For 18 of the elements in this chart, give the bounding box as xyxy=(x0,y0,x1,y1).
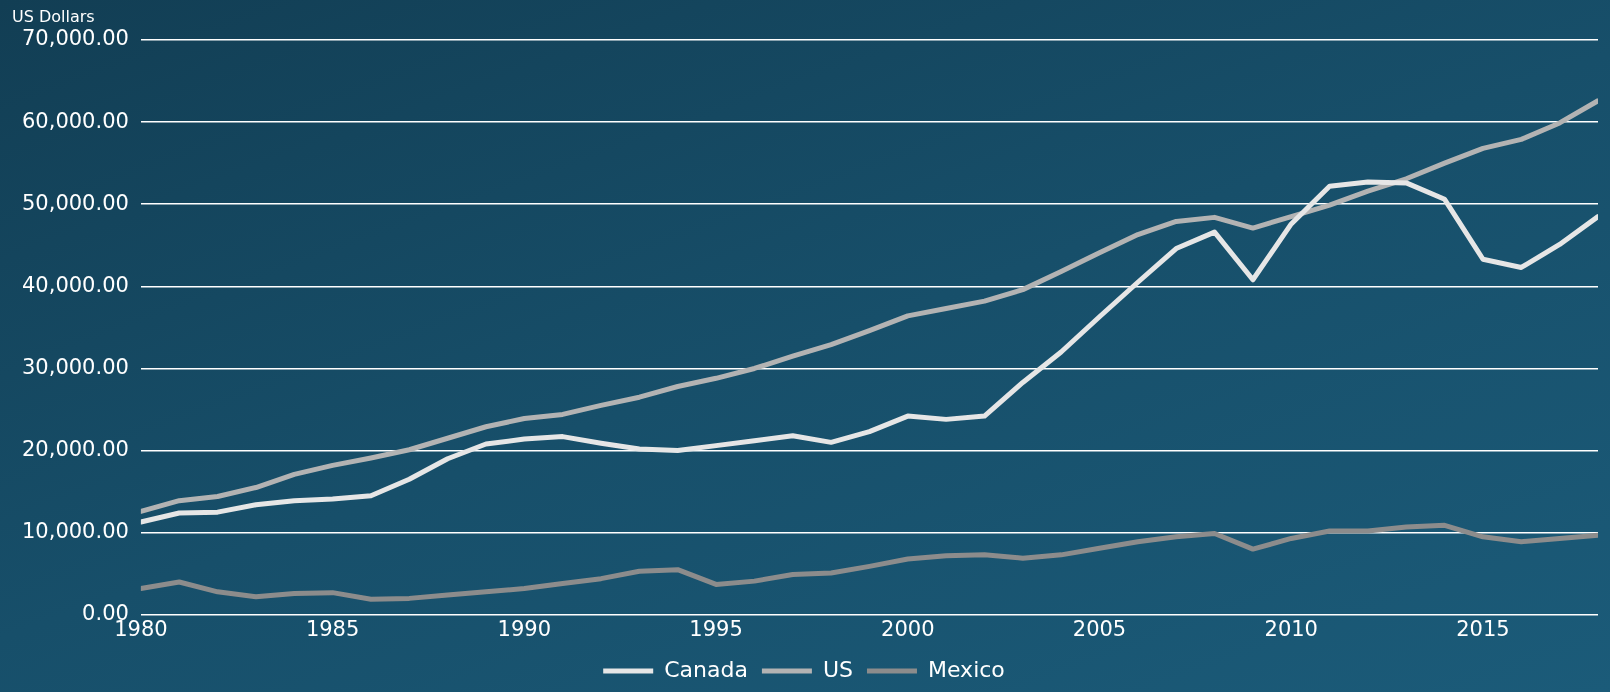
legend-label: US xyxy=(822,656,853,682)
x-tick-label: 2000 xyxy=(881,616,935,641)
y-tick-label: 50,000.00 xyxy=(21,190,129,215)
y-tick-label: 30,000.00 xyxy=(21,354,129,379)
x-tick-label: 2005 xyxy=(1072,616,1127,641)
y-tick-label: 20,000.00 xyxy=(21,437,129,462)
x-tick-label: 1985 xyxy=(305,616,360,641)
x-tick-label: 2015 xyxy=(1456,616,1510,641)
x-tick-label: 1990 xyxy=(497,616,552,641)
y-tick-label: 40,000.00 xyxy=(21,272,129,297)
y-tick-label: 10,000.00 xyxy=(21,519,129,544)
y-tick-label: 70,000.00 xyxy=(21,26,129,51)
y-tick-label: 60,000.00 xyxy=(21,108,129,133)
x-tick-label: 1995 xyxy=(689,616,743,641)
y-axis-title: US Dollars xyxy=(12,7,95,27)
legend-label: Mexico xyxy=(927,656,1005,682)
legend-label: Canada xyxy=(664,656,748,682)
x-tick-label: 2010 xyxy=(1264,616,1318,641)
